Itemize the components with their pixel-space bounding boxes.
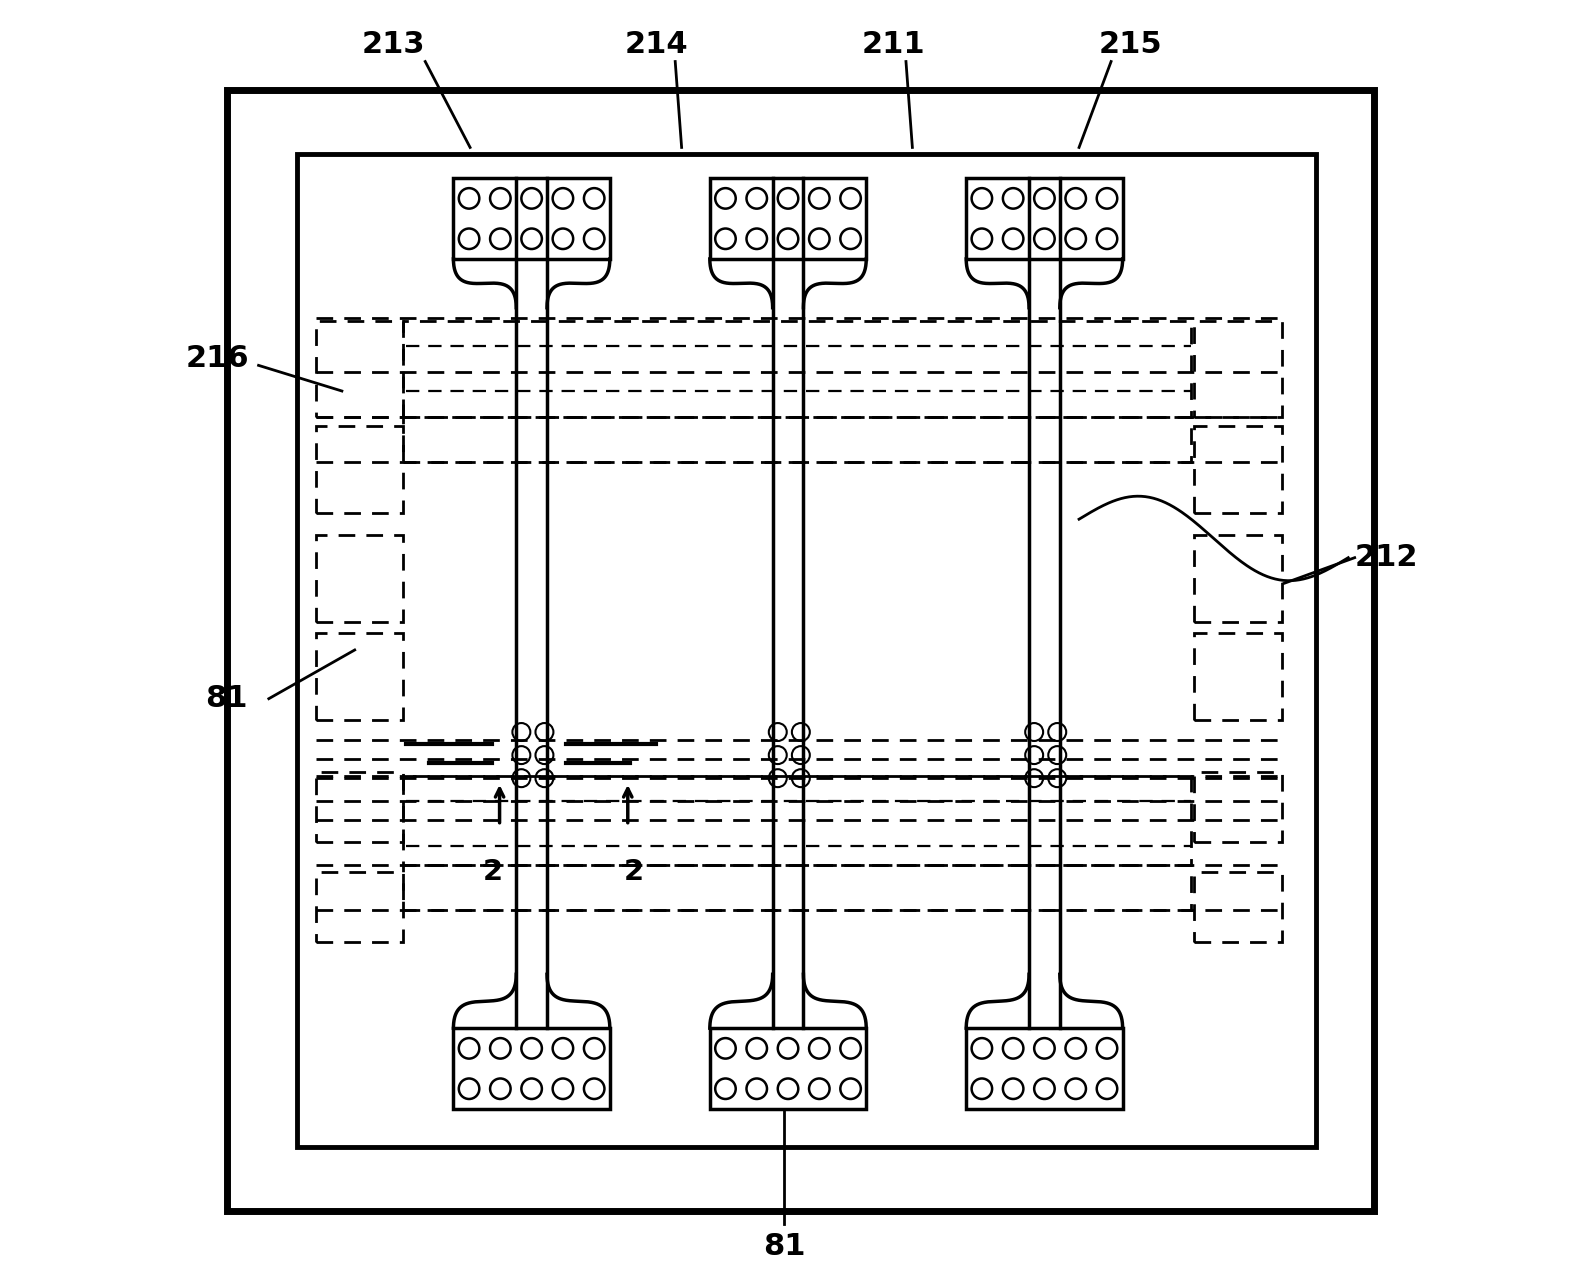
Bar — [1194, 320, 1282, 417]
Bar — [316, 426, 403, 513]
Bar — [1194, 426, 1282, 513]
Text: 214: 214 — [625, 31, 687, 59]
Bar — [453, 178, 611, 259]
Bar — [1194, 772, 1282, 842]
Text: 2: 2 — [483, 858, 504, 886]
Bar — [316, 633, 403, 720]
Text: 216: 216 — [186, 345, 249, 373]
Bar — [316, 535, 403, 622]
Bar — [316, 872, 403, 942]
Bar — [316, 772, 403, 842]
Bar — [1194, 535, 1282, 622]
Bar — [403, 320, 1191, 417]
Bar — [403, 865, 1191, 910]
Bar — [709, 1028, 866, 1109]
Bar — [966, 178, 1122, 259]
Text: 2: 2 — [625, 858, 644, 886]
Bar — [403, 417, 1191, 462]
Text: 213: 213 — [362, 31, 426, 59]
Bar — [1194, 872, 1282, 942]
Bar — [966, 1028, 1122, 1109]
Bar — [1194, 633, 1282, 720]
Bar — [453, 1028, 611, 1109]
Bar — [316, 320, 403, 417]
Text: 81: 81 — [206, 685, 247, 713]
Text: 211: 211 — [861, 31, 925, 59]
Text: 215: 215 — [1098, 31, 1162, 59]
Bar — [403, 776, 1191, 865]
Text: 212: 212 — [1355, 544, 1419, 572]
Bar — [709, 178, 866, 259]
Text: 81: 81 — [764, 1232, 805, 1260]
Bar — [296, 154, 1317, 1147]
Bar — [226, 90, 1374, 1211]
